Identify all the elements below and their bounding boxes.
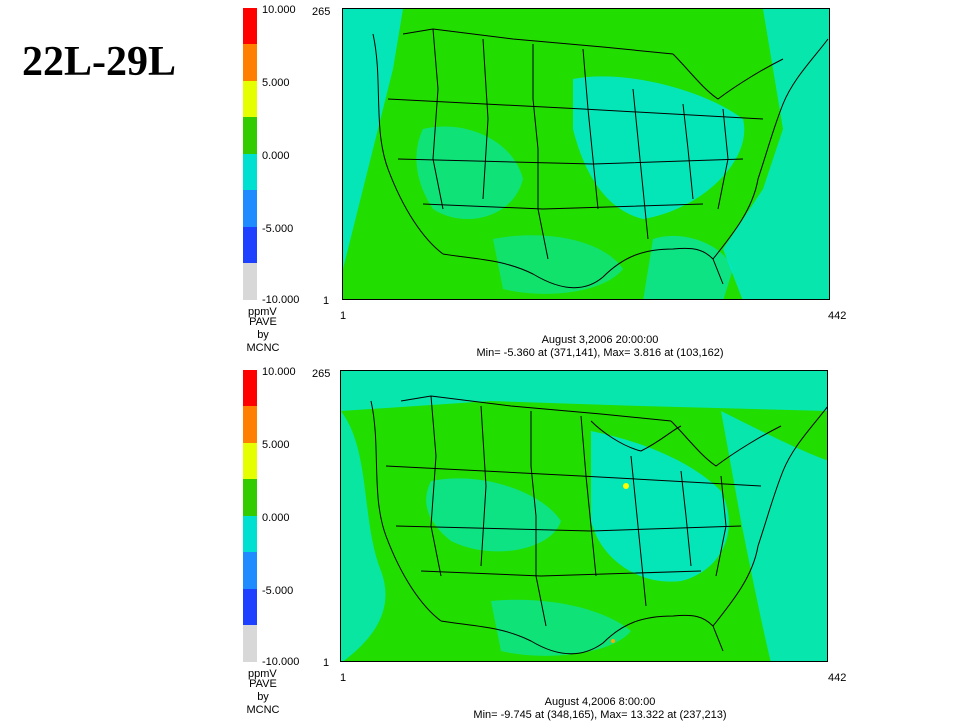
- legend-label-0: 0.000: [262, 150, 290, 162]
- legend-label-min: -10.000: [262, 294, 300, 306]
- x-axis-left-label: 1: [340, 310, 347, 322]
- y-axis-top-label: 265: [312, 368, 331, 380]
- map-svg-top: [343, 9, 829, 299]
- y-axis-bottom-label: 1: [323, 657, 330, 669]
- legend-unit: ppmV: [248, 668, 277, 680]
- legend-label-max: 10.000: [262, 366, 296, 378]
- x-axis-right-label: 442: [828, 310, 847, 322]
- legend-band-red: [243, 370, 257, 406]
- legend-label-max: 10.000: [262, 4, 296, 16]
- color-legend: [243, 8, 257, 300]
- legend-band-grey: [243, 625, 257, 662]
- map-timestamp: August 3,2006 20:00:00: [541, 334, 659, 346]
- concentration-map-top: [342, 8, 830, 300]
- legend-label-min: -10.000: [262, 656, 300, 668]
- slide-title: 22L-29L: [22, 39, 177, 85]
- legend-band-lightblue: [243, 552, 257, 589]
- credit-line-1: PAVE: [249, 316, 277, 328]
- legend-band-grey: [243, 263, 257, 300]
- legend-band-orange: [243, 44, 257, 81]
- y-axis-bottom-label: 1: [323, 295, 330, 307]
- legend-label-0: 0.000: [262, 512, 290, 524]
- legend-label-neg5: -5.000: [262, 585, 294, 597]
- color-legend: [243, 370, 257, 662]
- legend-band-cyan: [243, 154, 257, 190]
- credit-line-2: by: [257, 691, 269, 703]
- legend-band-blue: [243, 227, 257, 263]
- min-max-stats: Min= -5.360 at (371,141), Max= 3.816 at …: [476, 347, 724, 359]
- map-svg-bottom: [341, 371, 827, 661]
- legend-band-green: [243, 479, 257, 516]
- legend-label-neg5: -5.000: [262, 223, 294, 235]
- concentration-map-bottom: [340, 370, 828, 662]
- x-axis-right-label: 442: [828, 672, 847, 684]
- min-max-stats: Min= -9.745 at (348,165), Max= 13.322 at…: [473, 709, 727, 721]
- legend-band-red: [243, 8, 257, 44]
- legend-band-orange: [243, 406, 257, 443]
- credit-line-1: PAVE: [249, 678, 277, 690]
- map-timestamp: August 4,2006 8:00:00: [544, 696, 656, 708]
- legend-band-lightblue: [243, 190, 257, 227]
- legend-band-green: [243, 117, 257, 154]
- legend-label-5: 5.000: [262, 77, 290, 89]
- pave-credit: PAVE by MCNC: [246, 678, 280, 717]
- credit-line-2: by: [257, 329, 269, 341]
- credit-line-3: MCNC: [246, 704, 280, 716]
- legend-band-yellow: [243, 81, 257, 117]
- legend-band-yellow: [243, 443, 257, 479]
- legend-band-cyan: [243, 516, 257, 552]
- map-panel-bottom: 10.000 5.000 0.000 -5.000 -10.000 ppmV P…: [0, 362, 960, 722]
- x-axis-left-label: 1: [340, 672, 347, 684]
- y-axis-top-label: 265: [312, 6, 331, 18]
- pave-credit: PAVE by MCNC: [246, 316, 280, 355]
- legend-band-blue: [243, 589, 257, 625]
- legend-label-5: 5.000: [262, 439, 290, 451]
- map-panel-top: 10.000 5.000 0.000 -5.000 -10.000 ppmV P…: [0, 0, 960, 360]
- legend-unit: ppmV: [248, 306, 277, 318]
- credit-line-3: MCNC: [246, 342, 280, 354]
